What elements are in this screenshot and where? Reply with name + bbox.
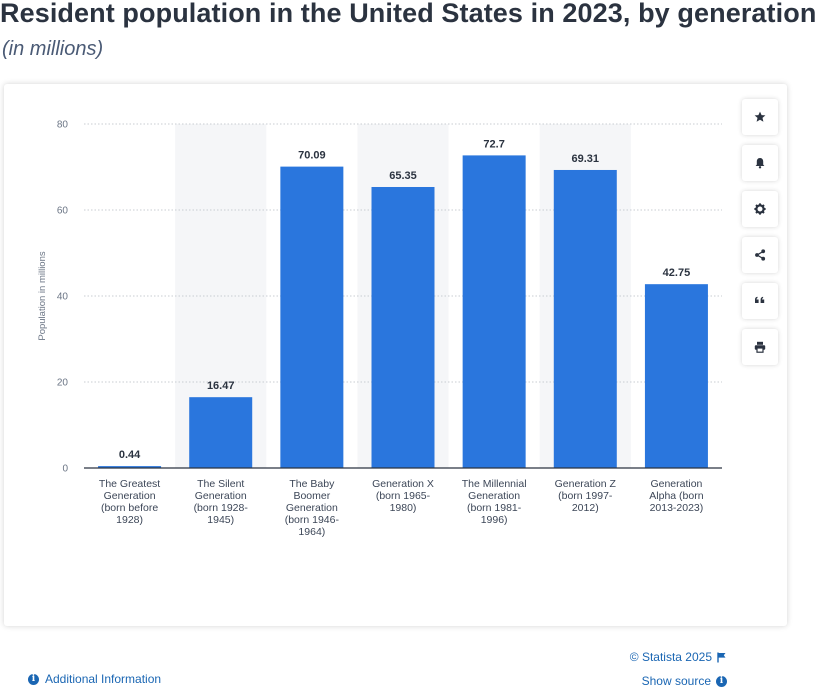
- x-tick-label: The Baby Boomer Generation (born 1946-1964): [285, 478, 340, 538]
- notification-button[interactable]: [742, 145, 778, 181]
- data-label: 42.75: [663, 267, 691, 279]
- bar: [98, 466, 162, 468]
- x-tick-label: Generation Z (born 1997-2012): [555, 478, 617, 514]
- bar: [553, 169, 617, 468]
- cite-button[interactable]: [742, 283, 778, 319]
- show-source-link[interactable]: Show source i: [642, 674, 727, 688]
- data-label: 72.7: [483, 138, 504, 150]
- bar: [280, 166, 344, 468]
- favorite-button[interactable]: [742, 99, 778, 135]
- chart-subtitle: (in millions): [2, 38, 104, 60]
- gear-icon: [754, 203, 766, 215]
- flag-icon: [717, 652, 726, 662]
- y-axis-label: Population in millions: [37, 251, 48, 340]
- credit-text: © Statista 2025: [629, 650, 712, 664]
- y-tick-label: 80: [57, 120, 69, 131]
- x-tick-label: The Silent Generation (born 1928-1945): [194, 478, 249, 526]
- data-label: 70.09: [298, 150, 326, 162]
- bar: [644, 284, 708, 468]
- bar: [371, 186, 435, 468]
- info-icon: i: [28, 673, 39, 685]
- bar: [462, 155, 526, 468]
- bar-chart: 0 20 40 60 80 Population in millions 0.44 The G…: [37, 120, 722, 538]
- data-label: 16.47: [207, 380, 235, 392]
- y-tick-label: 0: [62, 464, 68, 475]
- x-tick-label: Generation Alpha (born 2013-2023): [649, 478, 703, 514]
- additional-information-label: Additional Information: [45, 672, 162, 686]
- x-tick-label: Generation X (born 1965-1980): [372, 478, 434, 514]
- x-tick-label: The Greatest Generation (born before 1928): [99, 478, 160, 526]
- y-tick-label: 20: [57, 378, 69, 389]
- info-icon: i: [716, 675, 727, 687]
- bar: [189, 397, 253, 468]
- share-icon: [755, 249, 766, 261]
- y-tick-label: 40: [57, 292, 69, 303]
- share-button[interactable]: [742, 237, 778, 273]
- x-tick-label: The Millennial Generation (born 1981-1996): [462, 478, 527, 526]
- chart-card: 0 20 40 60 80 Population in millions 0.44 The G…: [4, 84, 787, 688]
- y-tick-label: 60: [57, 206, 69, 217]
- data-label: 65.35: [389, 170, 417, 182]
- print-icon: [754, 341, 766, 353]
- chart-title: Resident population in the United States…: [0, 0, 817, 28]
- star-icon: [754, 111, 766, 122]
- data-label: 69.31: [572, 153, 600, 165]
- statista-credit[interactable]: © Statista 2025: [630, 650, 727, 664]
- additional-information-link[interactable]: i Additional Information: [28, 672, 161, 686]
- data-label: 0.44: [119, 449, 141, 461]
- show-source-label: Show source: [641, 674, 711, 688]
- print-button[interactable]: [742, 329, 778, 365]
- quote-icon: [755, 296, 765, 303]
- settings-button[interactable]: [742, 191, 778, 227]
- bell-icon: [755, 158, 765, 169]
